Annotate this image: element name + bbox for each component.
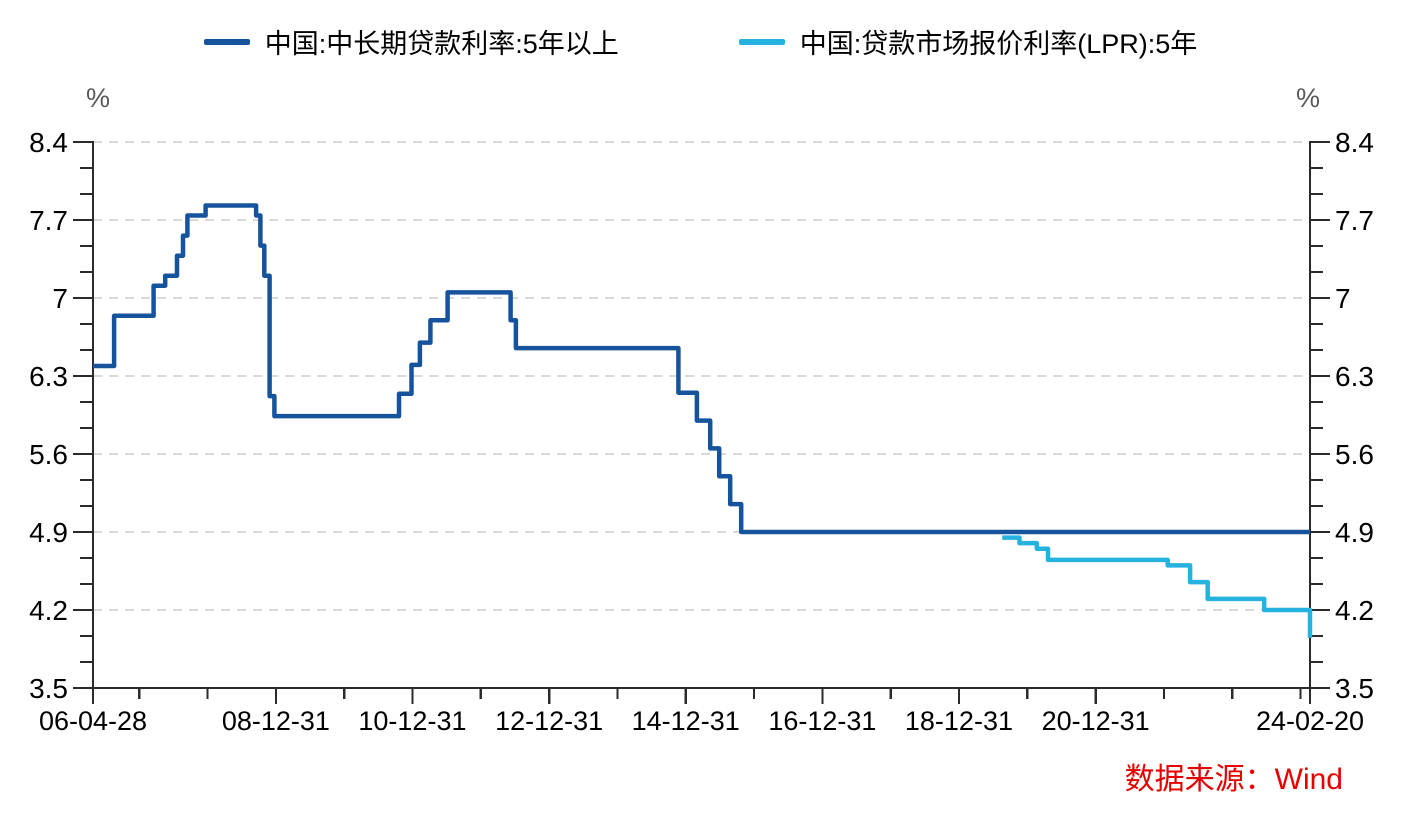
y-unit-label-left: % <box>86 83 110 113</box>
svg-text:7: 7 <box>1335 283 1351 314</box>
svg-text:4.9: 4.9 <box>29 517 68 548</box>
series-line-0 <box>93 203 1310 535</box>
svg-text:8.4: 8.4 <box>29 127 68 158</box>
svg-text:7.7: 7.7 <box>1335 205 1374 236</box>
data-source-note: 数据来源：Wind <box>1124 763 1343 796</box>
svg-text:16-12-31: 16-12-31 <box>768 706 876 736</box>
svg-text:3.5: 3.5 <box>29 673 68 704</box>
legend-item-lpr-5y: 中国:贷款市场报价利率(LPR):5年 <box>738 22 1198 61</box>
gridlines <box>93 141 1310 611</box>
series-line-1 <box>1002 535 1313 638</box>
svg-text:24-02-20: 24-02-20 <box>1256 706 1364 736</box>
svg-text:08-12-31: 08-12-31 <box>222 706 330 736</box>
legend-label-medium-long-term-loan-rate: 中国:中长期贷款利率:5年以上 <box>264 29 619 59</box>
x-axis-ticks <box>91 688 1312 704</box>
svg-text:7: 7 <box>52 283 68 314</box>
axes <box>91 141 1312 690</box>
y-axis-labels: 3.5 3.5 4.2 4.2 4.9 4.9 5.6 5.6 6.3 6.3 7 7 7.7 7.7 8.… <box>29 83 1374 704</box>
svg-text:4.9: 4.9 <box>1335 517 1374 548</box>
svg-text:18-12-31: 18-12-31 <box>905 706 1013 736</box>
legend-line-swatch-light-blue <box>738 38 785 45</box>
y-unit-label-right: % <box>1296 83 1320 113</box>
svg-text:7.7: 7.7 <box>29 205 68 236</box>
svg-text:4.2: 4.2 <box>1335 595 1374 626</box>
x-axis-labels: 06-04-28 08-12-31 10-12-31 12-12-31 14-12-31… <box>39 706 1364 736</box>
chart-legend: 中国:中长期贷款利率:5年以上 中国:贷款市场报价利率(LPR):5年 <box>0 22 1401 61</box>
svg-text:6.3: 6.3 <box>29 361 68 392</box>
svg-text:3.5: 3.5 <box>1335 673 1374 704</box>
svg-text:12-12-31: 12-12-31 <box>495 706 603 736</box>
svg-text:4.2: 4.2 <box>29 595 68 626</box>
y-axis-ticks <box>73 140 1330 690</box>
svg-text:6.3: 6.3 <box>1335 361 1374 392</box>
legend-item-medium-long-term-loan-rate: 中国:中长期贷款利率:5年以上 <box>203 22 619 61</box>
svg-text:5.6: 5.6 <box>1335 439 1374 470</box>
svg-text:5.6: 5.6 <box>29 439 68 470</box>
svg-text:20-12-31: 20-12-31 <box>1042 706 1150 736</box>
svg-text:10-12-31: 10-12-31 <box>358 706 466 736</box>
svg-text:06-04-28: 06-04-28 <box>39 706 147 736</box>
legend-line-swatch-dark-blue <box>203 38 250 45</box>
legend-label-lpr-5y: 中国:贷款市场报价利率(LPR):5年 <box>799 29 1198 59</box>
svg-text:14-12-31: 14-12-31 <box>632 706 740 736</box>
svg-text:8.4: 8.4 <box>1335 127 1374 158</box>
